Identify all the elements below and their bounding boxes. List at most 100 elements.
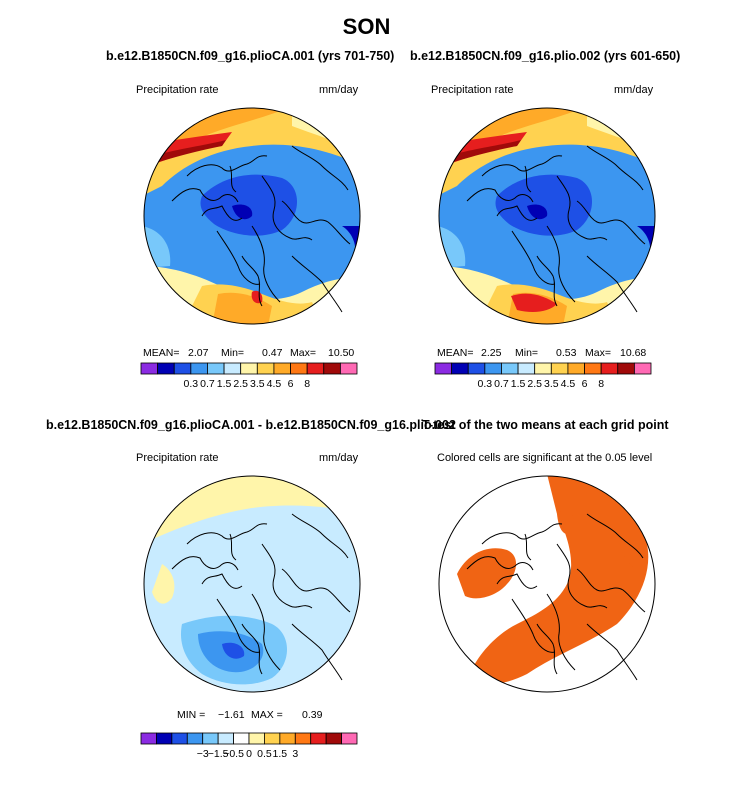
- coastline: [216, 598, 261, 653]
- panel-1-colorbar-swatch: [190, 362, 208, 375]
- panel-1-colorbar-tick-label: 6: [288, 378, 294, 390]
- coastline: [586, 145, 644, 191]
- panel-3-max-value: 0.39: [302, 709, 323, 721]
- panel-1-colorbar-swatch: [339, 362, 358, 375]
- coastline: [281, 200, 351, 245]
- panel-3-max-label: MAX =: [251, 709, 283, 721]
- coastline: [229, 533, 237, 561]
- coastline: [186, 523, 268, 545]
- panel-3-colorbar-swatch: [325, 732, 342, 745]
- panel-3-colorbar-swatch: [202, 732, 219, 745]
- panel-3-min-value: −1.61: [218, 709, 245, 721]
- panel-3-colorbar-tick-label: 0: [246, 748, 252, 760]
- panel-2-colorbar-swatch: [617, 362, 635, 375]
- coastline: [186, 155, 268, 177]
- panel-2-colorbar-tick-label: 6: [582, 378, 588, 390]
- panel-1-max-value: 10.50: [328, 347, 355, 359]
- field-contour-low: [200, 174, 297, 236]
- field-contour-low: [495, 174, 592, 236]
- coastline: [576, 200, 646, 245]
- panel-2-colorbar-swatch: [517, 362, 536, 375]
- field-contour-high: [511, 293, 557, 312]
- panel-2-colorbar-tick-label: 3.5: [544, 378, 559, 390]
- panel-1-colorbar-swatch: [256, 362, 275, 375]
- coastline: [536, 255, 558, 307]
- panel-3-colorbar-tick-label: −3: [197, 748, 209, 760]
- panel-3-colorbar-swatch: [156, 732, 173, 745]
- coastline: [536, 623, 558, 675]
- coastline: [251, 225, 281, 303]
- panel-2-mean-value: 2.25: [481, 347, 502, 359]
- panel-1-colorbar-tick-label: 4.5: [267, 378, 282, 390]
- figure-title: SON: [342, 14, 391, 39]
- coastline: [261, 543, 313, 609]
- panel-3-colorbar-swatch: [186, 732, 204, 745]
- map-boundary: [143, 475, 361, 693]
- coastline: [229, 165, 237, 193]
- panel-4-title: T-test of the two means at each grid poi…: [422, 418, 669, 432]
- panel-2-colorbar-tick-label: 4.5: [561, 378, 576, 390]
- panel-3-colorbar-tick-label: 1.5: [273, 748, 288, 760]
- significant-region: [467, 476, 649, 685]
- field-contour-negative: [222, 642, 245, 659]
- coastline: [466, 556, 534, 571]
- map-boundary: [438, 475, 656, 693]
- panel-2-colorbar-swatch: [584, 362, 602, 375]
- coastline: [171, 556, 239, 571]
- significant-region: [617, 534, 639, 570]
- coastline: [241, 255, 263, 307]
- coastline: [281, 568, 351, 613]
- panel-2-colorbar-swatch: [451, 362, 469, 375]
- coastline: [201, 205, 243, 221]
- panel-3-colorbar-swatch: [310, 732, 327, 745]
- panel-1-colorbar-swatch: [207, 362, 225, 375]
- panel-2-colorbar-swatch: [550, 362, 569, 375]
- panel-2-colorbar-swatch: [484, 362, 502, 375]
- panel-3-map: [143, 475, 361, 693]
- panel-2-title: b.e12.B1850CN.f09_g16.plio.002 (yrs 601-…: [410, 49, 681, 63]
- coastline: [481, 523, 563, 545]
- coastline: [556, 543, 608, 609]
- map-field: [439, 476, 655, 692]
- panel-2-variable-label: Precipitation rate: [431, 84, 514, 96]
- coastline: [291, 255, 343, 313]
- panel-3-variable-label: Precipitation rate: [136, 452, 219, 464]
- panel-1-colorbar-swatch: [273, 362, 291, 375]
- coastline: [216, 230, 261, 285]
- panel-3-colorbar: −3 −1.5−0.5 0 0.5 1.5 3: [140, 732, 358, 760]
- panel-2-colorbar-swatch: [534, 362, 552, 375]
- panel-1-colorbar-tick-label: 8: [304, 378, 310, 390]
- panel-1-map: [143, 107, 361, 325]
- coastline: [201, 573, 243, 589]
- coastline: [241, 623, 263, 675]
- panel-3-colorbar-swatch: [341, 732, 358, 745]
- panel-2-min-value: 0.53: [556, 347, 577, 359]
- panel-3-colorbar-swatch: [279, 732, 296, 745]
- panel-1-colorbar-tick-label: 1.5: [217, 378, 232, 390]
- panel-3-title: b.e12.B1850CN.f09_g16.plioCA.001 - b.e12…: [46, 418, 456, 432]
- panel-1-colorbar-swatch: [157, 362, 175, 375]
- panel-2-colorbar-tick-label: 0.7: [494, 378, 509, 390]
- panel-1-variable-label: Precipitation rate: [136, 84, 219, 96]
- panel-1-colorbar: 0.3 0.7 1.5 2.5 3.5 4.5 6 8: [140, 362, 358, 390]
- coastline: [546, 225, 576, 303]
- panel-3-colorbar-swatch: [217, 732, 234, 745]
- coastline: [524, 533, 532, 561]
- coastline: [481, 155, 563, 177]
- coastline: [511, 230, 556, 285]
- coastline: [291, 145, 349, 191]
- coastline: [586, 255, 638, 313]
- panel-2-colorbar-swatch: [467, 362, 486, 375]
- panel-3-min-label: MIN =: [177, 709, 206, 721]
- panel-1-colorbar-swatch: [306, 362, 325, 375]
- panel-1-colorbar-swatch: [323, 362, 341, 375]
- panel-1-min-label: Min=: [221, 347, 245, 359]
- panel-4-note: Colored cells are significant at the 0.0…: [437, 452, 653, 464]
- panel-3-colorbar-tick-label: 3: [292, 748, 298, 760]
- panel-2-units-label: mm/day: [614, 84, 654, 96]
- map-boundary: [438, 107, 656, 325]
- significant-region: [457, 548, 517, 599]
- panel-2-colorbar-swatch: [567, 362, 585, 375]
- panel-1-colorbar-swatch: [240, 362, 258, 375]
- panel-4-map: [438, 475, 656, 693]
